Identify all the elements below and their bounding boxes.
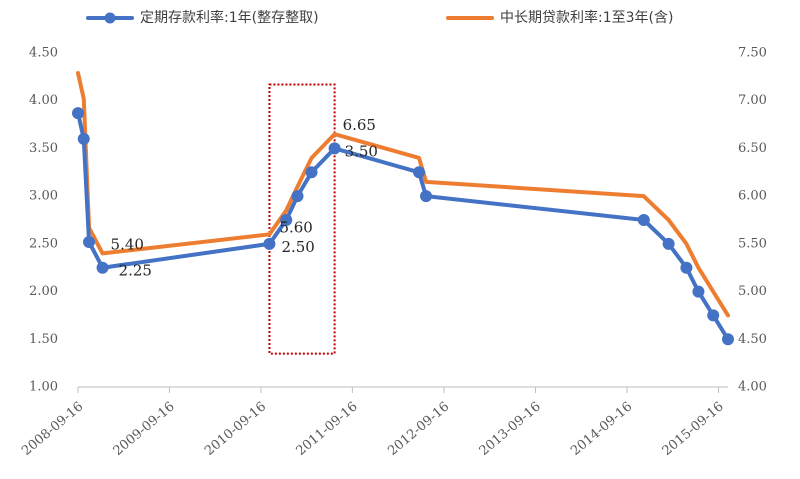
y-right-tick-label-7: 7.50 [738,46,767,61]
series-0-point-7 [305,166,318,179]
series-0-point-16 [722,333,734,346]
series-0-point-12 [662,237,675,250]
series-0-point-13 [680,261,693,274]
series-0-point-15 [707,309,720,322]
data-label-0: 5.40 [111,235,144,253]
y-right-tick-label-0: 4.00 [738,380,767,395]
series-0-point-1 [77,132,90,145]
series-0-point-4 [263,237,276,250]
data-label-1: 2.25 [119,262,152,280]
y-left-tick-label-1: 1.50 [29,332,58,347]
y-right-tick-label-2: 5.00 [738,284,767,299]
series-0-point-14 [692,285,705,298]
x-tick-label-7: 2015-09-16 [660,399,727,459]
data-label-2: 5.60 [279,218,312,236]
series-0-point-5 [280,214,293,226]
data-label-5: 3.50 [345,142,378,160]
x-tick-label-3: 2011-09-16 [294,399,361,459]
series-0-point-0 [72,107,84,120]
y-right-tick-label-1: 4.50 [738,332,767,347]
x-tick-label-2: 2010-09-16 [202,399,269,459]
data-label-3: 2.50 [281,238,314,256]
legend-0-marker [104,12,116,24]
y-left-tick-label-2: 2.00 [29,284,58,299]
y-left-tick-label-3: 2.50 [29,236,58,251]
series-0-point-6 [291,190,304,203]
x-tick-label-0: 2008-09-16 [19,399,86,459]
y-right-tick-label-4: 6.00 [738,189,767,204]
series-0-line [76,111,730,342]
series-0-point-8 [328,142,341,155]
x-tick-label-6: 2014-09-16 [568,399,635,459]
series-0-point-11 [637,214,650,226]
series-0-point-9 [413,166,426,179]
legend-1-label: 中长期贷款利率:1至3年(含) [500,9,673,26]
x-tick-label-1: 2009-09-16 [111,399,178,459]
series-0-point-3 [96,261,109,274]
x-tick-label-4: 2012-09-16 [385,399,452,459]
series-1-line [76,71,730,318]
y-right-tick-label-6: 7.00 [738,93,767,108]
data-label-4: 6.65 [343,116,376,134]
y-left-tick-label-7: 4.50 [29,46,58,61]
series-0-point-10 [420,190,433,203]
series-0-point-2 [83,235,96,248]
y-right-tick-label-5: 6.50 [738,141,767,156]
y-right-tick-label-3: 5.50 [738,236,767,251]
y-left-tick-label-0: 1.00 [29,380,58,395]
x-tick-label-5: 2013-09-16 [477,399,544,459]
legend-0-label: 定期存款利率:1年(整存整取) [140,9,319,26]
y-left-tick-label-5: 3.50 [29,141,58,156]
y-left-tick-label-4: 3.00 [29,189,58,204]
y-left-tick-label-6: 4.00 [29,93,58,108]
highlight-box [268,83,336,355]
